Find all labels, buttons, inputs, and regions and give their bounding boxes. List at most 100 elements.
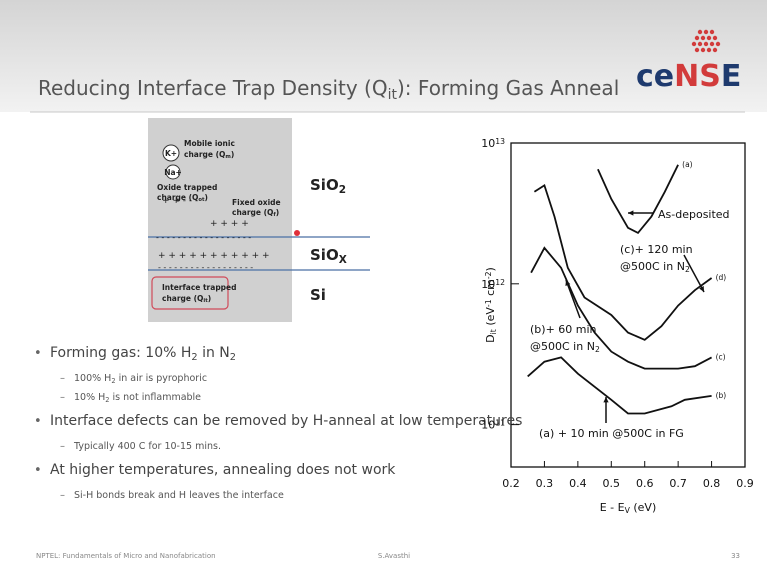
subscript: 2 — [339, 184, 346, 196]
text-part: (a) + 10 min @500C in FG — [539, 427, 684, 440]
text-part: in N — [198, 345, 230, 361]
text-part: (eV — [484, 307, 497, 330]
text-part: ) — [231, 150, 234, 159]
text-part: Forming gas: 10% H — [50, 345, 191, 361]
subscript: X — [339, 254, 347, 266]
text-part: charge (Q — [232, 208, 273, 217]
text-part: ) — [484, 267, 497, 271]
text-part: D — [484, 334, 497, 342]
text-part: As-deposited — [658, 208, 730, 221]
text-part: in air is pyrophoric — [116, 373, 208, 384]
x-tick-label: 0.9 — [736, 477, 754, 490]
text-part: 100% H — [74, 373, 111, 384]
diagram-label: Interface trapped — [162, 283, 237, 292]
subscript: it — [388, 87, 398, 103]
sub-bullet-text: Si-H bonds break and H leaves the interf… — [74, 490, 284, 501]
subscript: 2 — [685, 265, 690, 274]
charges: - - - - - - - - - - - - - - - - - - — [156, 233, 251, 242]
diagram-label: Fixed oxide — [232, 198, 281, 207]
bullet-text: Forming gas: 10% H2 in N2 — [50, 345, 236, 363]
text-part: (c)+ 120 min — [620, 243, 693, 256]
text-part: charge (Q — [184, 150, 225, 159]
text-part: Si-H bonds break and H leaves the interf… — [74, 490, 284, 501]
text-part: @500C in N — [530, 340, 595, 353]
text-part: Typically 400 C for 10-15 mins. — [73, 441, 221, 452]
curve-label: (c) — [716, 352, 726, 361]
x-tick-label: 0.8 — [703, 477, 721, 490]
annotation: As-deposited — [658, 208, 730, 221]
diagram-label: Mobile ionic — [184, 139, 235, 148]
page: + + - - - + + + + - - - - - - - - - - - … — [0, 0, 767, 580]
layer-label: Si — [310, 286, 326, 304]
sub-bullet-text: 10% H2 is not inflammable — [74, 392, 201, 404]
logo-part: ce — [636, 59, 674, 94]
text-part: (b)+ 60 min — [530, 323, 597, 336]
text-part: charge (Q — [157, 193, 198, 202]
logo: ceNSE — [636, 59, 741, 94]
annotation: (a) + 10 min @500C in FG — [539, 427, 684, 440]
ion: K+ — [165, 149, 177, 158]
text-part: 10% H — [74, 392, 105, 403]
text-part: cm — [484, 279, 497, 299]
pointer-dot — [294, 230, 300, 236]
text-part: charge (Q — [162, 294, 203, 303]
text-part: (eV) — [630, 501, 656, 514]
text-part: E - E — [600, 501, 625, 514]
curve — [528, 357, 712, 413]
text-part: is not inflammable — [110, 392, 202, 403]
superscript: 11 — [495, 418, 505, 427]
charges: + + + + — [210, 219, 249, 229]
curve-label: (a) — [682, 160, 693, 169]
text-part: ): Forming Gas Anneal — [397, 76, 619, 100]
logo-part: NS — [674, 59, 721, 94]
text-part: SiO — [310, 246, 339, 264]
text-part: SiO — [310, 176, 339, 194]
curve — [598, 165, 678, 233]
layer-label: SiO2 — [310, 176, 346, 196]
ion: Na+ — [164, 168, 182, 177]
slide-title: Reducing Interface Trap Density (Qit): F… — [38, 76, 619, 103]
text-part: Interface defects can be removed by H-an… — [50, 413, 522, 429]
x-axis-label: E - EV (eV) — [600, 501, 657, 515]
text-part: 10 — [481, 419, 495, 432]
footer-left: NPTEL: Fundamentals of Micro and Nanofab… — [36, 552, 216, 560]
y-tick-label: 1013 — [481, 137, 505, 150]
logo-part: E — [721, 59, 742, 94]
arrow-head — [628, 210, 633, 215]
text-part: ) — [276, 208, 279, 217]
charges: + + + + + + + + + + + — [158, 251, 270, 261]
subscript: 2 — [595, 345, 600, 354]
x-tick-label: 0.2 — [502, 477, 520, 490]
superscript: -2 — [484, 271, 493, 279]
text-part: ) — [205, 193, 208, 202]
bullet-marker: • — [34, 414, 42, 429]
bullet-marker: • — [34, 463, 42, 478]
charges: - - - - - - - - - - - - - - - - - - — [158, 263, 253, 272]
x-tick-label: 0.3 — [536, 477, 554, 490]
x-tick-label: 0.4 — [569, 477, 587, 490]
sub-bullet-text: Typically 400 C for 10-15 mins. — [73, 441, 221, 452]
text-part: 10 — [481, 137, 495, 150]
text-part: At higher temperatures, annealing does n… — [50, 462, 396, 478]
bullet-text: Interface defects can be removed by H-an… — [50, 413, 522, 429]
y-tick-label: 1011 — [481, 418, 505, 431]
bullet-text: At higher temperatures, annealing does n… — [50, 462, 396, 478]
slide: + + - - - + + + + - - - - - - - - - - - … — [0, 0, 767, 580]
diagram-label: charge (Qf) — [232, 208, 279, 218]
sub-bullet-text: 100% H2 in air is pyrophoric — [74, 373, 207, 385]
subscript: 2 — [230, 352, 236, 363]
annotation: @500C in N2 — [530, 340, 600, 354]
superscript: -1 — [484, 299, 493, 307]
text-part: Reducing Interface Trap Density (Q — [38, 76, 388, 100]
annotation: (c)+ 120 min — [620, 243, 693, 256]
sub-marker: – — [60, 490, 65, 501]
curve-label: (d) — [716, 273, 727, 282]
annotation: (b)+ 60 min — [530, 323, 597, 336]
diagram-label: Oxide trapped — [157, 183, 217, 192]
sub-marker: – — [60, 373, 65, 384]
x-tick-label: 0.6 — [636, 477, 654, 490]
text-part: ) — [208, 294, 211, 303]
footer-center: S.Avasthi — [378, 552, 410, 560]
x-tick-label: 0.7 — [669, 477, 687, 490]
sub-marker: – — [60, 392, 65, 403]
